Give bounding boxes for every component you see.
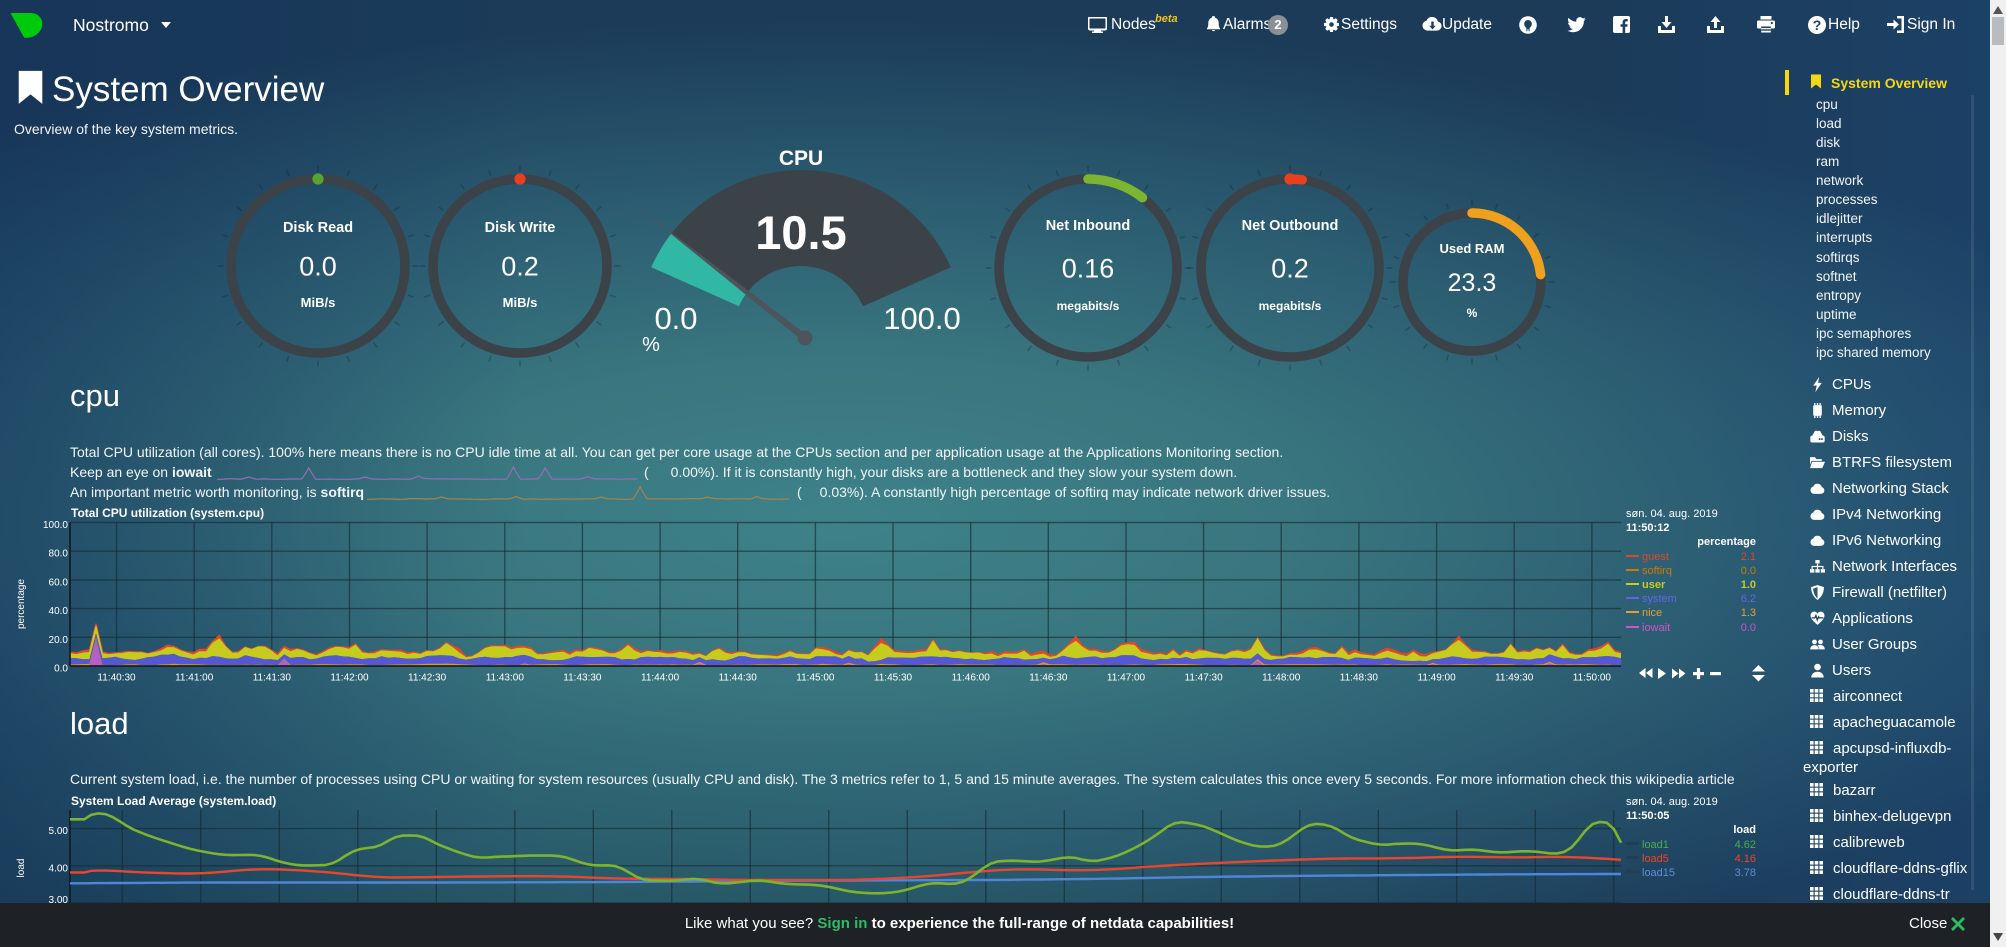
svg-text:0.0: 0.0 bbox=[654, 301, 697, 336]
svg-text:11:49:00: 11:49:00 bbox=[1418, 673, 1457, 684]
svg-text:11:46:30: 11:46:30 bbox=[1029, 673, 1068, 684]
svg-text:Disk Read: Disk Read bbox=[283, 220, 353, 236]
svg-text:11:40:30: 11:40:30 bbox=[97, 673, 136, 684]
svg-text:80.0: 80.0 bbox=[49, 549, 69, 560]
svg-text:megabits/s: megabits/s bbox=[1057, 299, 1120, 313]
svg-text:11:45:00: 11:45:00 bbox=[796, 673, 835, 684]
svg-text:Total CPU utilization (system.: Total CPU utilization (system.cpu) bbox=[71, 506, 264, 520]
svg-text:100.0: 100.0 bbox=[883, 301, 961, 336]
svg-text:?: ? bbox=[1813, 17, 1822, 33]
svg-text:11:43:30: 11:43:30 bbox=[563, 673, 602, 684]
svg-text:load: load bbox=[16, 859, 27, 878]
svg-text:11:42:30: 11:42:30 bbox=[408, 673, 447, 684]
svg-text:11:41:30: 11:41:30 bbox=[253, 673, 292, 684]
svg-text:megabits/s: megabits/s bbox=[1259, 299, 1322, 313]
svg-text:11:47:30: 11:47:30 bbox=[1185, 673, 1224, 684]
svg-text:Used RAM: Used RAM bbox=[1439, 241, 1504, 256]
svg-text:11:49:30: 11:49:30 bbox=[1495, 673, 1534, 684]
svg-text:Disk Write: Disk Write bbox=[485, 220, 556, 236]
svg-text:11:47:00: 11:47:00 bbox=[1107, 673, 1146, 684]
svg-text:percentage: percentage bbox=[16, 579, 27, 629]
svg-text:Net Inbound: Net Inbound bbox=[1046, 218, 1131, 234]
svg-text:CPU: CPU bbox=[779, 147, 823, 170]
svg-text:5.00: 5.00 bbox=[49, 826, 69, 837]
svg-text:0.0: 0.0 bbox=[54, 664, 68, 675]
svg-text:11:44:00: 11:44:00 bbox=[641, 673, 680, 684]
svg-text:3.00: 3.00 bbox=[49, 895, 69, 906]
svg-text:11:43:00: 11:43:00 bbox=[486, 673, 525, 684]
svg-text:MiB/s: MiB/s bbox=[301, 295, 336, 310]
svg-text:Net Outbound: Net Outbound bbox=[1242, 218, 1339, 234]
svg-text:%: % bbox=[1467, 306, 1478, 320]
svg-text:11:45:30: 11:45:30 bbox=[874, 673, 913, 684]
svg-text:0.2: 0.2 bbox=[1271, 254, 1309, 284]
svg-text:10.5: 10.5 bbox=[755, 206, 846, 259]
svg-text:20.0: 20.0 bbox=[49, 635, 69, 646]
svg-text:11:48:00: 11:48:00 bbox=[1262, 673, 1301, 684]
svg-text:%: % bbox=[642, 334, 660, 356]
svg-text:11:44:30: 11:44:30 bbox=[719, 673, 758, 684]
svg-text:100.0: 100.0 bbox=[43, 520, 68, 531]
svg-text:0.0: 0.0 bbox=[299, 252, 337, 282]
svg-text:0.16: 0.16 bbox=[1062, 254, 1115, 284]
svg-text:MiB/s: MiB/s bbox=[503, 295, 538, 310]
svg-text:11:46:00: 11:46:00 bbox=[952, 673, 991, 684]
svg-text:0.2: 0.2 bbox=[501, 252, 539, 282]
svg-text:60.0: 60.0 bbox=[49, 577, 69, 588]
svg-text:11:42:00: 11:42:00 bbox=[330, 673, 369, 684]
svg-text:System Load Average (system.lo: System Load Average (system.load) bbox=[71, 794, 276, 808]
svg-text:11:50:00: 11:50:00 bbox=[1573, 673, 1612, 684]
svg-text:4.00: 4.00 bbox=[49, 863, 69, 874]
svg-text:40.0: 40.0 bbox=[49, 606, 69, 617]
svg-text:23.3: 23.3 bbox=[1448, 269, 1497, 297]
svg-text:11:41:00: 11:41:00 bbox=[175, 673, 214, 684]
svg-text:11:48:30: 11:48:30 bbox=[1340, 673, 1379, 684]
